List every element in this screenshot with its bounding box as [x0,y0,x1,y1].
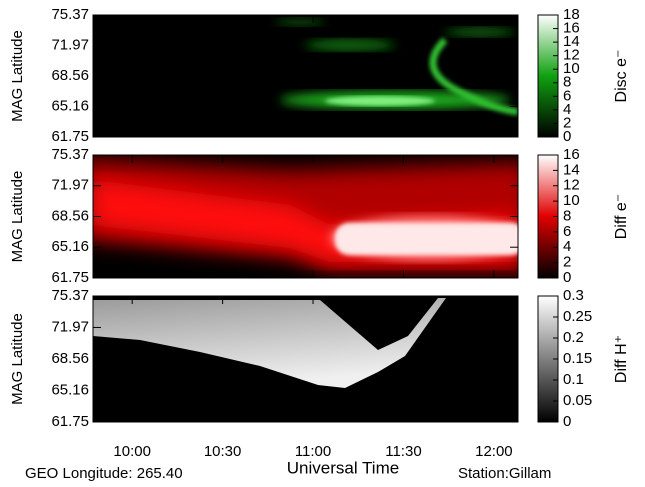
colorbar-tick-label: 10 [563,192,580,209]
heatmap-texture [93,298,446,388]
y-tick-label: 71.97 [51,177,89,194]
x-tick-label: 11:30 [385,443,421,460]
y-tick-label: 75.37 [51,287,89,304]
heatmap-texture [275,18,518,116]
y-tick-label: 75.37 [51,146,89,163]
y-tick-label: 65.16 [51,97,89,114]
colorbar-tick-label: 8 [563,74,571,91]
colorbar-tick-label: 0.1 [563,371,584,388]
y-tick-label: 75.37 [51,6,89,23]
colorbar [537,14,559,138]
x-tick-label: 12:00 [475,443,513,460]
colorbar-tick-label: 10 [563,60,580,77]
colorbar-tick-label: 8 [563,207,571,224]
y-tick-label: 65.16 [51,381,89,398]
y-axis-label: MAG Latitude [9,171,26,263]
colorbar-tick-label: 16 [563,146,580,163]
colorbar-tick-label: 0.2 [563,329,584,346]
y-tick-label: 68.56 [51,67,89,84]
y-tick-label: 61.75 [51,413,89,430]
colorbar-tick-label: 18 [563,6,580,23]
colorbar-tick-label: 2 [563,254,571,271]
x-tick-label: 11:00 [295,443,331,460]
y-tick-label: 61.75 [51,269,89,286]
colorbar-tick-label: 4 [563,101,571,118]
y-axis-label: MAG Latitude [9,30,26,122]
heatmap [93,15,518,137]
footer-left: GEO Longitude: 265.40 [25,465,183,482]
colorbar-tick-label: 4 [563,238,571,255]
y-tick-label: 68.56 [51,350,89,367]
x-tick-label: 10:30 [204,443,242,460]
colorbar-label: Diff e⁻ [613,194,630,240]
colorbar-tick-label: 0 [563,269,571,286]
colorbar-label: Disc e⁻ [613,50,630,103]
colorbar-tick-label: 0 [563,128,571,145]
y-tick-label: 65.16 [51,238,89,255]
colorbar-tick-label: 12 [563,47,580,64]
footer-right: Station:Gillam [458,465,551,482]
colorbar-tick-label: 16 [563,20,580,37]
y-axis-label: MAG Latitude [9,313,26,405]
y-tick-label: 71.97 [51,36,89,53]
colorbar-tick-label: 0.05 [563,392,592,409]
colorbar-tick-label: 6 [563,87,571,104]
x-tick-label: 10:00 [113,443,151,460]
y-tick-label: 71.97 [51,318,89,335]
y-tick-label: 61.75 [51,128,89,145]
colorbar-tick-label: 14 [563,161,580,178]
colorbar-tick-label: 0.3 [563,287,584,304]
colorbar-tick-label: 6 [563,223,571,240]
colorbar-tick-label: 0.25 [563,308,592,325]
x-axis-label: Universal Time [287,458,399,477]
y-tick-label: 68.56 [51,207,89,224]
colorbar-label: Diff H⁺ [613,335,630,383]
colorbar-tick-label: 0.15 [563,350,592,367]
heatmap-texture [93,158,518,272]
colorbar-tick-label: 12 [563,177,580,194]
colorbar-tick-label: 0 [563,413,571,430]
colorbar-tick-label: 14 [563,33,580,50]
colorbar-tick-label: 2 [563,114,571,131]
